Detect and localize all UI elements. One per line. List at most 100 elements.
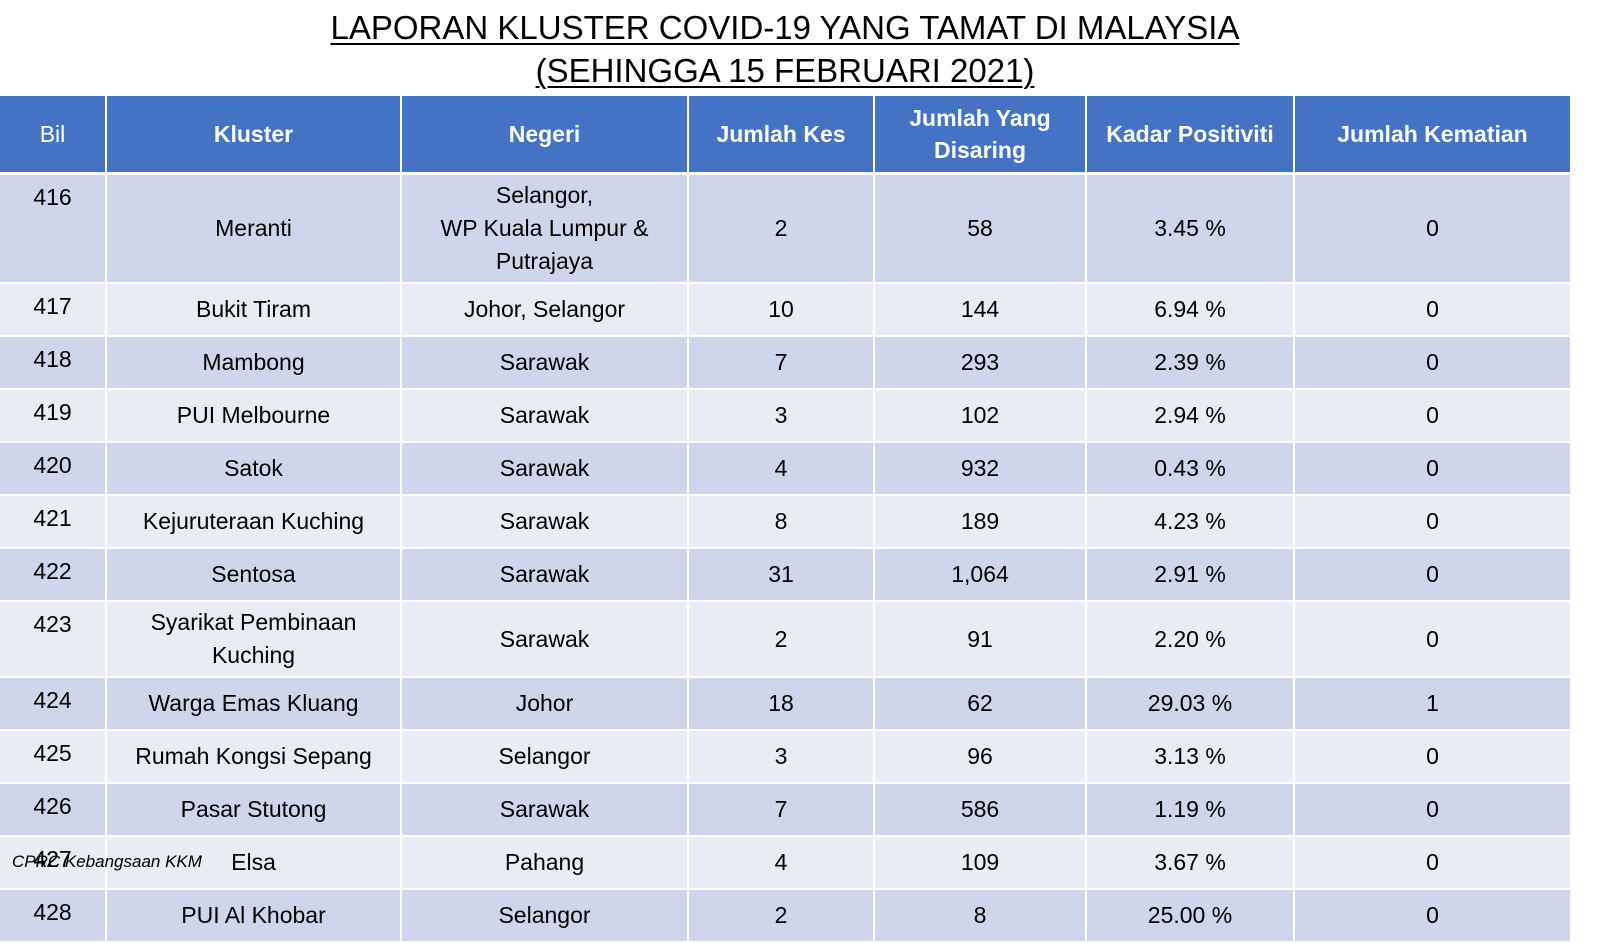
table-body: 416 Meranti Selangor, WP Kuala Lumpur & Putr…	[0, 173, 1570, 943]
cell-jumlah-kematian: 0	[1294, 336, 1570, 390]
cell-jumlah-kematian: 0	[1294, 495, 1570, 549]
cell-jumlah-kes: 8	[688, 495, 875, 549]
cell-kluster: Bukit Tiram	[106, 283, 402, 337]
cell-jumlah-kematian: 0	[1294, 173, 1570, 284]
cell-negeri: Sarawak	[401, 442, 689, 496]
cell-jumlah-kes: 31	[688, 548, 875, 602]
table-header-row: Bil Kluster Negeri Jumlah Kes Jumlah Yan…	[0, 96, 1570, 175]
cell-kadar-positiviti: 1.19 %	[1086, 783, 1295, 837]
cell-kluster: Meranti	[106, 173, 402, 284]
cell-kadar-positiviti: 0.43 %	[1086, 442, 1295, 496]
cell-kluster: Elsa	[106, 836, 402, 890]
cell-kluster: Syarikat Pembinaan Kuching	[106, 601, 402, 678]
cell-jumlah-disaring: 109	[874, 836, 1087, 890]
cell-kluster: Kejuruteraan Kuching	[106, 495, 402, 549]
cell-kluster: Satok	[106, 442, 402, 496]
cell-jumlah-kematian: 1	[1294, 677, 1570, 731]
cell-negeri: Selangor, WP Kuala Lumpur & Putrajaya	[401, 173, 689, 284]
table-row: 423 Syarikat Pembinaan Kuching Sarawak 2 91 2.…	[0, 601, 1570, 678]
cell-negeri: Sarawak	[401, 783, 689, 837]
table-row: 416 Meranti Selangor, WP Kuala Lumpur & Putr…	[0, 173, 1570, 284]
cell-jumlah-disaring: 586	[874, 783, 1087, 837]
cell-kadar-positiviti: 2.94 %	[1086, 389, 1295, 443]
cell-negeri: Pahang	[401, 836, 689, 890]
cell-bil: 423	[0, 601, 107, 678]
cell-jumlah-kes: 3	[688, 730, 875, 784]
cell-negeri: Johor	[401, 677, 689, 731]
table-row: 421 Kejuruteraan Kuching Sarawak 8 189 4.23 %…	[0, 495, 1570, 549]
cell-kluster: PUI Melbourne	[106, 389, 402, 443]
table-row: 427 Elsa Pahang 4 109 3.67 % 0	[0, 836, 1570, 890]
cell-kadar-positiviti: 3.67 %	[1086, 836, 1295, 890]
cell-bil: 427	[0, 836, 107, 890]
cell-jumlah-kematian: 0	[1294, 836, 1570, 890]
cell-negeri: Selangor	[401, 730, 689, 784]
cell-bil: 416	[0, 173, 107, 284]
cell-jumlah-disaring: 62	[874, 677, 1087, 731]
cell-bil: 421	[0, 495, 107, 549]
cell-negeri: Sarawak	[401, 601, 689, 678]
cell-jumlah-kematian: 0	[1294, 442, 1570, 496]
cell-kluster: Rumah Kongsi Sepang	[106, 730, 402, 784]
cell-jumlah-kes: 10	[688, 283, 875, 337]
cell-jumlah-disaring: 1,064	[874, 548, 1087, 602]
cell-negeri: Selangor	[401, 889, 689, 943]
cell-bil: 417	[0, 283, 107, 337]
table-row: 420 Satok Sarawak 4 932 0.43 % 0	[0, 442, 1570, 496]
title-line-1: LAPORAN KLUSTER COVID-19 YANG TAMAT DI M…	[330, 9, 1240, 46]
cell-jumlah-disaring: 144	[874, 283, 1087, 337]
cell-jumlah-kematian: 0	[1294, 389, 1570, 443]
report-title: LAPORAN KLUSTER COVID-19 YANG TAMAT DI M…	[0, 6, 1570, 92]
cell-jumlah-kes: 2	[688, 601, 875, 678]
title-line-2: (SEHINGGA 15 FEBRUARI 2021)	[535, 52, 1035, 89]
cell-kluster: Pasar Stutong	[106, 783, 402, 837]
table-row: 424 Warga Emas Kluang Johor 18 62 29.03 % 1	[0, 677, 1570, 731]
cell-negeri: Sarawak	[401, 495, 689, 549]
cell-bil: 425	[0, 730, 107, 784]
cell-jumlah-kematian: 0	[1294, 730, 1570, 784]
header-kluster: Kluster	[106, 96, 402, 175]
cell-jumlah-disaring: 8	[874, 889, 1087, 943]
cell-negeri: Johor, Selangor	[401, 283, 689, 337]
table-row: 419 PUI Melbourne Sarawak 3 102 2.94 % 0	[0, 389, 1570, 443]
cell-bil: 426	[0, 783, 107, 837]
cell-jumlah-disaring: 932	[874, 442, 1087, 496]
cell-jumlah-kematian: 0	[1294, 783, 1570, 837]
header-jumlah-kematian: Jumlah Kematian	[1294, 96, 1570, 175]
cell-jumlah-kes: 4	[688, 442, 875, 496]
table-row: 426 Pasar Stutong Sarawak 7 586 1.19 % 0	[0, 783, 1570, 837]
cell-jumlah-disaring: 96	[874, 730, 1087, 784]
cell-bil: 418	[0, 336, 107, 390]
table-row: 417 Bukit Tiram Johor, Selangor 10 144 6.94 %…	[0, 283, 1570, 337]
cell-jumlah-disaring: 293	[874, 336, 1087, 390]
cell-bil: 428	[0, 889, 107, 943]
cell-jumlah-kes: 3	[688, 389, 875, 443]
source-note: CPRC Kebangsaan KKM	[12, 852, 202, 871]
cell-kadar-positiviti: 29.03 %	[1086, 677, 1295, 731]
cell-kadar-positiviti: 3.45 %	[1086, 173, 1295, 284]
cell-bil: 419	[0, 389, 107, 443]
cell-kluster: PUI Al Khobar	[106, 889, 402, 943]
cell-jumlah-kes: 7	[688, 336, 875, 390]
cell-jumlah-disaring: 102	[874, 389, 1087, 443]
table-row: 422 Sentosa Sarawak 31 1,064 2.91 % 0	[0, 548, 1570, 602]
cell-jumlah-kes: 18	[688, 677, 875, 731]
cell-kluster: Warga Emas Kluang	[106, 677, 402, 731]
cell-kadar-positiviti: 2.39 %	[1086, 336, 1295, 390]
header-jumlah-kes: Jumlah Kes	[688, 96, 875, 175]
header-negeri: Negeri	[401, 96, 689, 175]
cell-jumlah-disaring: 91	[874, 601, 1087, 678]
cell-jumlah-kematian: 0	[1294, 283, 1570, 337]
cell-negeri: Sarawak	[401, 548, 689, 602]
table-row: 425 Rumah Kongsi Sepang Selangor 3 96 3.13 % 0	[0, 730, 1570, 784]
cell-jumlah-kematian: 0	[1294, 601, 1570, 678]
cluster-table: Bil Kluster Negeri Jumlah Kes Jumlah Yan…	[0, 96, 1570, 943]
cell-negeri: Sarawak	[401, 336, 689, 390]
cell-kadar-positiviti: 2.20 %	[1086, 601, 1295, 678]
cell-bil: 422	[0, 548, 107, 602]
cell-negeri: Sarawak	[401, 389, 689, 443]
header-kadar-positiviti: Kadar Positiviti	[1086, 96, 1295, 175]
cell-jumlah-disaring: 189	[874, 495, 1087, 549]
cell-jumlah-kematian: 0	[1294, 889, 1570, 943]
cell-jumlah-disaring: 58	[874, 173, 1087, 284]
